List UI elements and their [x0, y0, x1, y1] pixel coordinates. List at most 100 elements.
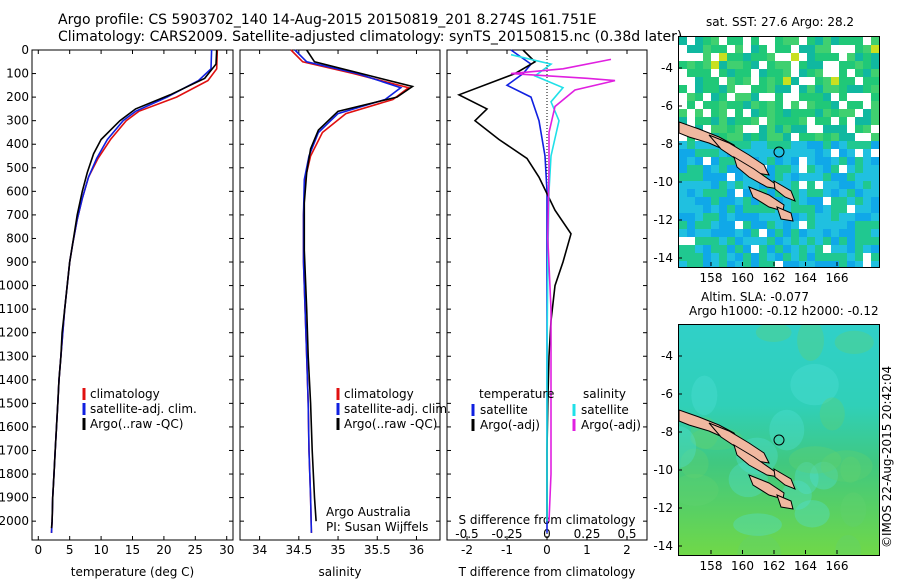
sst-pixel [775, 61, 783, 69]
sst-pixel [871, 173, 879, 181]
sst-pixel [807, 61, 815, 69]
x-tick-label-differences: 1 [583, 543, 591, 557]
sst-pixel [743, 173, 751, 181]
sst-pixel [855, 189, 863, 197]
sst-pixel [839, 141, 847, 149]
sst-pixel [815, 77, 823, 85]
sst-pixel [823, 45, 831, 53]
x-tick-label-differences: -1 [501, 543, 513, 557]
sst-pixel [791, 253, 799, 261]
sst-pixel [807, 173, 815, 181]
sst-pixel [791, 213, 799, 221]
sst-pixel [775, 213, 783, 221]
sla-blob [794, 500, 830, 528]
sst-pixel [783, 45, 791, 53]
sst-pixel [831, 61, 839, 69]
sst-pixel [863, 173, 871, 181]
sst-pixel [815, 69, 823, 77]
sst-pixel [871, 165, 879, 173]
series-line-temperature [50, 49, 219, 533]
sst-pixel [743, 197, 751, 205]
sst-pixel [743, 133, 751, 141]
sst-pixel [727, 237, 735, 245]
sla-blob [733, 513, 782, 536]
sst-pixel [727, 173, 735, 181]
sst-pixel [855, 117, 863, 125]
sst-pixel [799, 165, 807, 173]
sst-pixel [767, 245, 775, 253]
sst-pixel [783, 261, 791, 267]
coastline-sla [776, 494, 794, 510]
sst-pixel [703, 109, 711, 117]
sst-pixel [847, 141, 855, 149]
sst-pixel [799, 117, 807, 125]
sst-pixel [847, 165, 855, 173]
sst-pixel [751, 213, 759, 221]
sst-pixel [727, 101, 735, 109]
sst-pixel [775, 237, 783, 245]
sst-pixel [735, 237, 743, 245]
sst-pixel [863, 245, 871, 253]
sst-pixel [831, 45, 839, 53]
sst-pixel [871, 181, 879, 189]
sst-pixel [735, 253, 743, 261]
x-tick-label-salinity: 34 [252, 543, 267, 557]
sst-pixel [815, 245, 823, 253]
sst-pixel [775, 141, 783, 149]
sst-pixel [863, 37, 871, 45]
sst-pixel [711, 253, 719, 261]
sst-pixel [791, 45, 799, 53]
sst-pixel [823, 221, 831, 229]
sst-pixel [815, 229, 823, 237]
sst-pixel [807, 101, 815, 109]
sst-pixel [727, 53, 735, 61]
sst-pixel [823, 109, 831, 117]
sst-pixel [703, 261, 711, 267]
sst-pixel [855, 45, 863, 53]
sst-pixel [831, 93, 839, 101]
sst-pixel [695, 141, 703, 149]
sst-pixel [767, 53, 775, 61]
sst-pixel [815, 197, 823, 205]
legend-label-temperature: satellite [480, 403, 528, 417]
sst-pixel [839, 245, 847, 253]
sst-pixel [767, 261, 775, 267]
sst-pixel [823, 197, 831, 205]
legend-heading-salinity: salinity [583, 387, 626, 401]
x-tick-label-temperature: 15 [125, 543, 140, 557]
sst-pixel [687, 141, 695, 149]
y-tick-label: 400 [6, 137, 29, 151]
sst-pixel [871, 253, 879, 261]
sst-pixel [855, 205, 863, 213]
sst-pixel [847, 109, 855, 117]
sst-pixel [831, 125, 839, 133]
sst-pixel [847, 101, 855, 109]
sst-pixel [839, 213, 847, 221]
sst-pixel [719, 61, 727, 69]
sst-pixel [679, 253, 687, 261]
y-tick-label: 1200 [0, 326, 29, 340]
sst-pixel [687, 197, 695, 205]
chart-annotation: PI: Susan Wijffels [326, 520, 428, 534]
sst-pixel [775, 53, 783, 61]
sst-pixel [807, 229, 815, 237]
sst-pixel [711, 109, 719, 117]
sst-pixel [719, 261, 727, 267]
sst-pixel [815, 253, 823, 261]
sst-pixel [807, 245, 815, 253]
series-line-differences [510, 53, 565, 522]
sst-pixel [719, 109, 727, 117]
sst-pixel [799, 205, 807, 213]
sst-pixel [807, 165, 815, 173]
sst-pixel [703, 213, 711, 221]
coastline-sla [708, 422, 770, 464]
y-tick-label: 500 [6, 161, 29, 175]
sst-pixel [751, 37, 759, 45]
sst-pixel [695, 253, 703, 261]
sst-pixel [855, 229, 863, 237]
sst-pixel [679, 61, 687, 69]
sst-pixel [807, 213, 815, 221]
sst-pixel [791, 117, 799, 125]
sst-pixel [855, 77, 863, 85]
sst-pixel [823, 149, 831, 157]
